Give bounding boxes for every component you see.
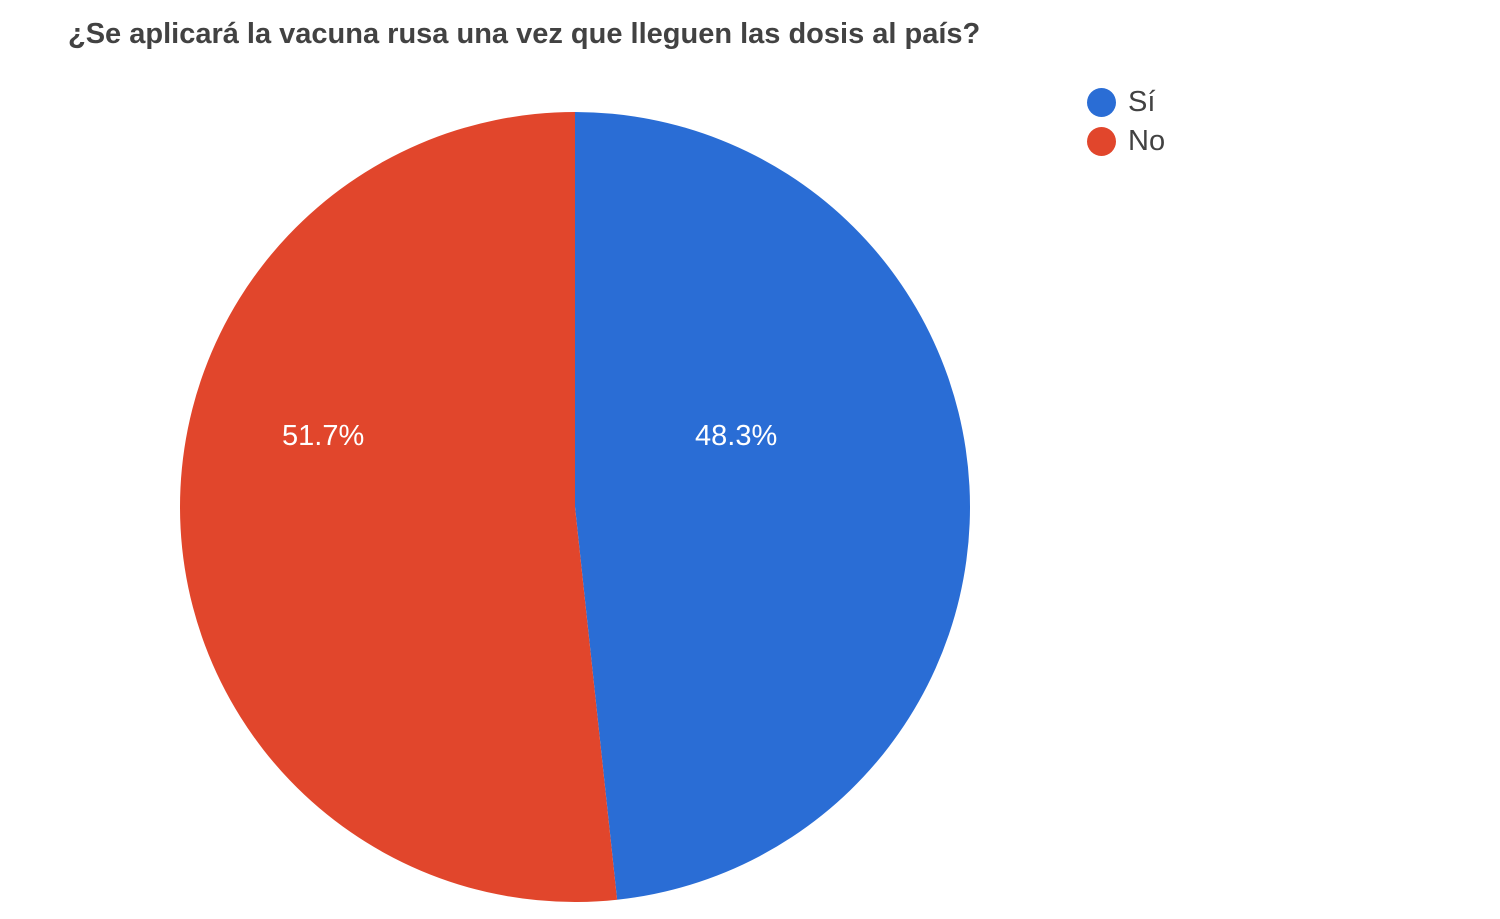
legend-swatch-icon: [1087, 88, 1116, 117]
pie-slice-0: [575, 112, 970, 900]
chart-container: ¿Se aplicará la vacuna rusa una vez que …: [0, 0, 1500, 919]
legend-item-0: Sí: [1087, 88, 1165, 117]
legend: Sí No: [1087, 88, 1165, 156]
pie-slice-1: [180, 112, 617, 902]
legend-item-1: No: [1087, 127, 1165, 156]
legend-swatch-icon: [1087, 127, 1116, 156]
legend-label: No: [1128, 127, 1165, 156]
chart-title: ¿Se aplicará la vacuna rusa una vez que …: [68, 18, 980, 51]
pie-svg: [180, 112, 970, 902]
pie-chart: [180, 112, 970, 902]
slice-label-0: 48.3%: [695, 420, 777, 453]
slice-label-1: 51.7%: [282, 420, 364, 453]
legend-label: Sí: [1128, 88, 1155, 117]
